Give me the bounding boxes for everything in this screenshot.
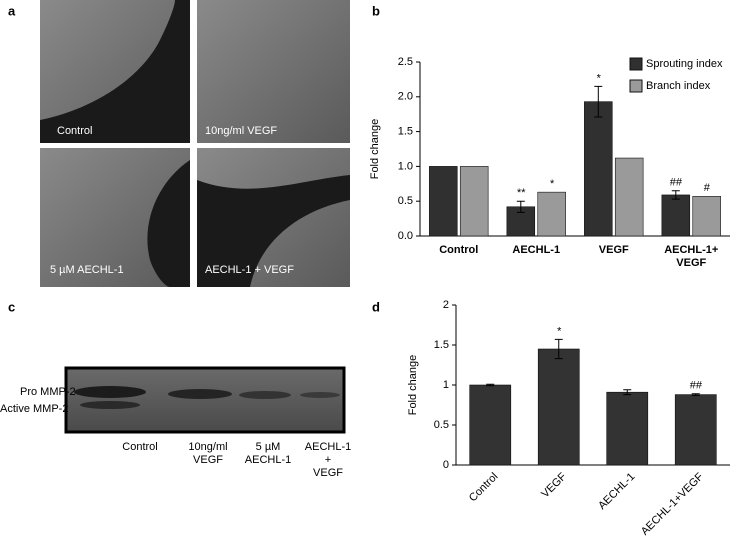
legend-label: Sprouting index xyxy=(646,58,723,70)
significance: * xyxy=(550,178,555,190)
error-bar xyxy=(516,200,525,213)
significance: * xyxy=(557,325,562,337)
y-tick-label: 2 xyxy=(443,299,449,311)
micrographs: Control 10ng/ml VEGF 5 µM AECHL-1 AECHL-… xyxy=(40,0,350,287)
y-tick-label: 0.5 xyxy=(398,195,413,207)
band xyxy=(80,401,140,409)
band-label: Pro MMP-2 xyxy=(20,386,76,398)
error-bar xyxy=(671,190,680,200)
bar xyxy=(584,101,613,237)
y-tick-label: 1.0 xyxy=(398,160,413,172)
error-bar xyxy=(594,85,603,118)
tissue xyxy=(40,0,190,143)
bar xyxy=(537,348,580,466)
error-bar xyxy=(623,389,632,396)
caption: Control xyxy=(57,125,92,137)
x-tick-label: AECHL-1 xyxy=(512,244,560,256)
x-tick-label: VEGF xyxy=(599,244,629,256)
y-tick-label: 1 xyxy=(443,379,449,391)
significance: ## xyxy=(690,380,703,392)
tissue xyxy=(147,160,190,287)
panel-label: c xyxy=(8,299,15,314)
bar xyxy=(429,166,458,237)
y-axis-label: Fold change xyxy=(407,355,419,416)
error-bar xyxy=(691,393,700,396)
x-tick-label: VEGF xyxy=(539,470,569,500)
bar xyxy=(692,196,721,237)
bar xyxy=(674,394,717,466)
bar xyxy=(469,384,512,466)
caption: 10ng/ml VEGF xyxy=(205,125,277,137)
y-tick-label: 1.5 xyxy=(398,126,413,138)
legend-swatch xyxy=(629,79,643,93)
y-tick-label: 0 xyxy=(443,459,449,471)
tissue xyxy=(197,175,350,287)
legend-swatch xyxy=(629,57,643,71)
lane-label: Control xyxy=(122,441,157,453)
significance: ## xyxy=(670,177,683,189)
y-tick-label: 2.5 xyxy=(398,56,413,68)
gel: Pro MMP-2 Active MMP-2 Control 10ng/ml VE… xyxy=(0,366,351,479)
lane-label: 5 µM AECHL-1 xyxy=(245,441,291,466)
panel-label: a xyxy=(8,3,16,18)
band xyxy=(300,392,340,398)
band xyxy=(74,386,146,398)
x-tick-label: Control xyxy=(467,471,501,505)
x-tick-label: Control xyxy=(439,244,478,256)
y-tick-label: 2.0 xyxy=(398,91,413,103)
bar xyxy=(614,157,644,237)
error-bar xyxy=(554,338,563,360)
band-label: Active MMP-2 xyxy=(0,403,68,415)
error-bar xyxy=(486,383,495,387)
panel-label: b xyxy=(372,3,380,18)
significance: # xyxy=(704,182,711,194)
bar xyxy=(537,191,566,237)
panel-label: d xyxy=(372,299,380,314)
bar xyxy=(459,166,489,237)
caption: 5 µM AECHL-1 xyxy=(50,264,124,276)
x-tick-label: AECHL-1+VEGF xyxy=(639,471,706,538)
legend-label: Branch index xyxy=(646,80,711,92)
y-tick-label: 0.0 xyxy=(398,230,413,242)
lane-label: AECHL-1 + VEGF xyxy=(305,441,351,479)
y-tick-label: 0.5 xyxy=(434,419,449,431)
x-tick-label: AECHL-1 xyxy=(596,471,637,512)
band xyxy=(168,389,232,399)
band xyxy=(239,391,291,399)
significance: ** xyxy=(517,187,526,199)
y-tick-label: 1.5 xyxy=(434,339,449,351)
bar xyxy=(606,391,649,466)
bar xyxy=(661,194,691,237)
micrograph xyxy=(197,0,350,143)
y-axis-label: Fold change xyxy=(369,119,381,180)
significance: * xyxy=(596,72,601,84)
lane-label: 10ng/ml VEGF xyxy=(188,441,227,466)
caption: AECHL-1 + VEGF xyxy=(205,264,294,276)
gel-image xyxy=(64,366,346,434)
x-tick-label: AECHL-1+VEGF xyxy=(664,244,718,269)
